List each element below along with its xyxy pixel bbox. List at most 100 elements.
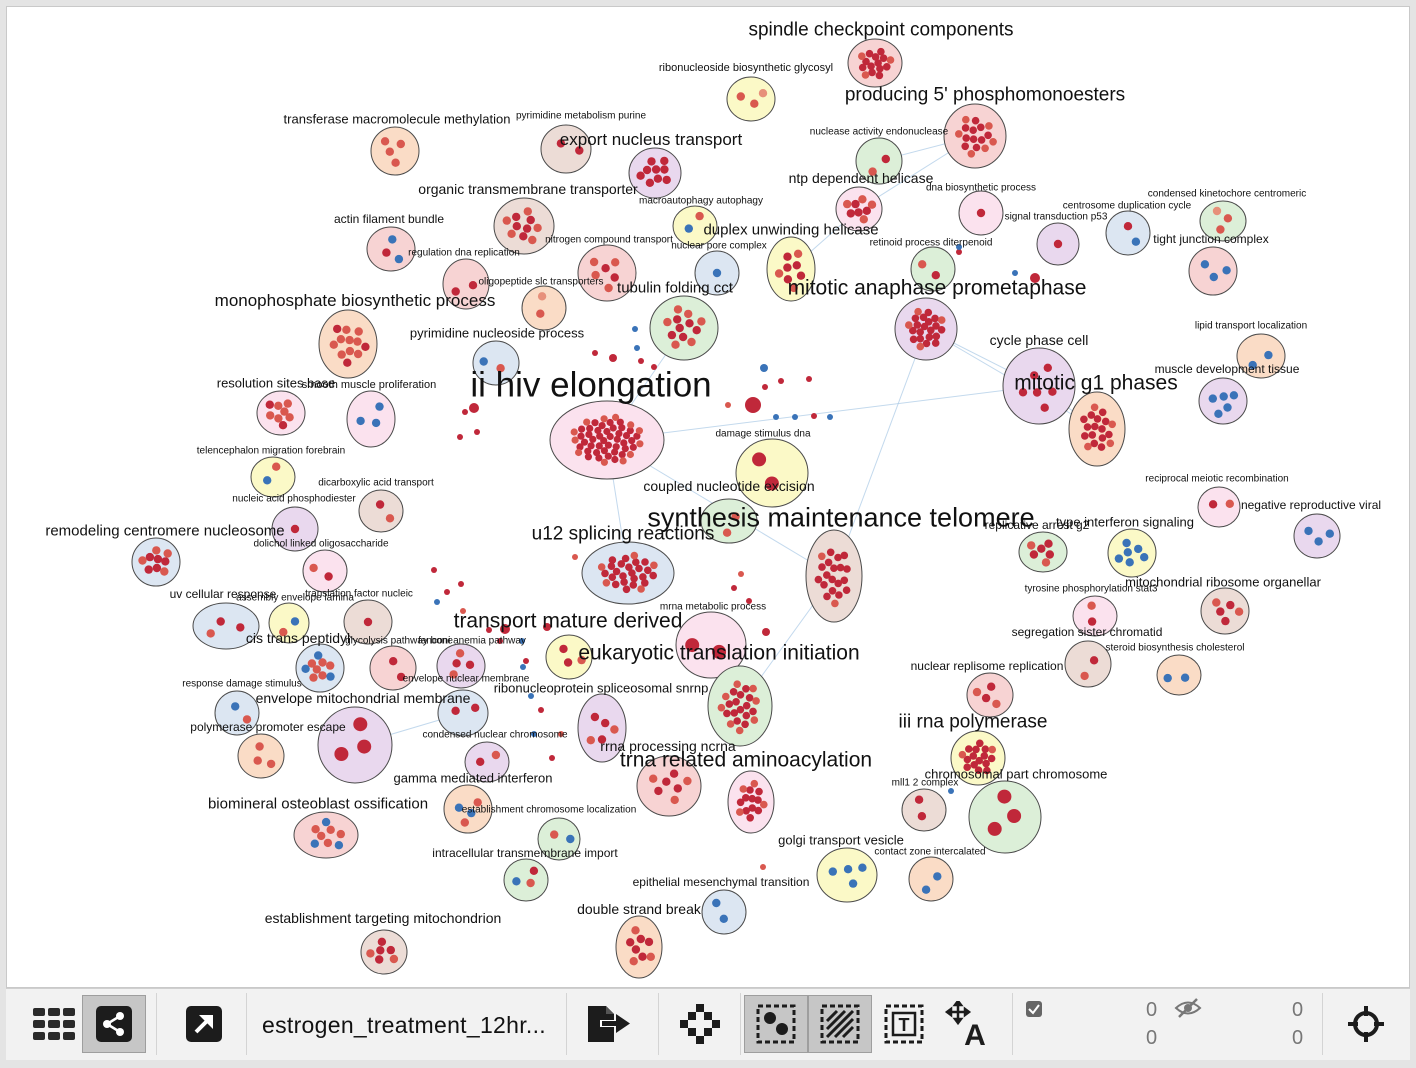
gene-node[interactable] (684, 224, 693, 233)
gene-node[interactable] (502, 216, 511, 225)
gene-node[interactable] (144, 565, 153, 574)
gene-node[interactable] (667, 330, 677, 340)
gene-node[interactable] (669, 769, 679, 778)
gene-node[interactable] (746, 786, 754, 794)
gene-node[interactable] (609, 424, 617, 432)
gene-node[interactable] (528, 693, 534, 699)
gene-node[interactable] (976, 739, 984, 748)
gene-node[interactable] (858, 863, 867, 872)
cluster-group[interactable] (894, 297, 958, 361)
gene-node[interactable] (961, 124, 970, 132)
cluster-bubble[interactable] (675, 611, 747, 679)
gene-node[interactable] (343, 358, 352, 367)
gene-node[interactable] (630, 551, 639, 560)
gene-node[interactable] (673, 305, 683, 314)
gene-node[interactable] (512, 212, 521, 222)
gene-node[interactable] (611, 258, 620, 267)
gene-node[interactable] (152, 563, 162, 573)
gene-node[interactable] (500, 624, 510, 634)
gene-node[interactable] (356, 416, 365, 426)
gene-node[interactable] (1030, 273, 1040, 283)
gene-node[interactable] (631, 945, 641, 954)
gene-node[interactable] (528, 235, 537, 245)
gene-node[interactable] (731, 585, 737, 591)
gene-node[interactable] (603, 427, 611, 436)
gene-node[interactable] (745, 694, 754, 702)
gene-node[interactable] (476, 757, 485, 766)
cluster-group[interactable] (545, 634, 593, 680)
gene-node[interactable] (342, 325, 351, 334)
gene-node[interactable] (965, 745, 973, 753)
gene-node[interactable] (758, 89, 768, 98)
gene-node[interactable] (591, 419, 599, 427)
gene-node[interactable] (858, 52, 866, 60)
gene-node[interactable] (622, 585, 631, 594)
gene-node[interactable] (326, 672, 335, 681)
cluster-group[interactable] (358, 489, 404, 533)
gene-node[interactable] (629, 581, 638, 589)
gene-node[interactable] (739, 785, 748, 793)
gene-node[interactable] (746, 814, 754, 822)
export-icon[interactable] (576, 995, 640, 1053)
gene-node[interactable] (1123, 222, 1133, 231)
gene-node[interactable] (602, 579, 611, 587)
gene-node[interactable] (1200, 260, 1210, 269)
gene-node[interactable] (431, 567, 437, 573)
cluster-bubble[interactable] (908, 856, 954, 902)
cluster-group[interactable] (237, 733, 285, 779)
gene-node[interactable] (1163, 673, 1172, 683)
gene-node[interactable] (695, 211, 704, 221)
cluster-group[interactable] (649, 295, 719, 361)
gene-node[interactable] (638, 952, 647, 961)
cluster-group[interactable] (1036, 222, 1080, 266)
cluster-bubble[interactable] (700, 498, 758, 544)
gene-node[interactable] (984, 131, 992, 140)
cluster-group[interactable] (1156, 654, 1202, 696)
gene-node[interactable] (792, 414, 798, 420)
gene-node[interactable] (312, 665, 321, 674)
cluster-bubble[interactable] (503, 858, 549, 902)
gene-node[interactable] (612, 443, 620, 451)
gene-node[interactable] (612, 413, 620, 421)
gene-node[interactable] (607, 562, 616, 570)
gene-node[interactable] (932, 332, 941, 341)
gene-node[interactable] (971, 116, 980, 125)
network-canvas[interactable]: spindle checkpoint components ribonucleos… (6, 6, 1410, 988)
gene-node[interactable] (467, 808, 476, 818)
gene-node[interactable] (318, 658, 327, 667)
cluster-bubble[interactable] (649, 295, 719, 361)
gene-node[interactable] (161, 557, 170, 566)
gene-node[interactable] (983, 766, 991, 775)
gene-node[interactable] (536, 309, 545, 318)
cluster-bubble[interactable] (537, 817, 581, 861)
cluster-group[interactable] (835, 186, 883, 232)
gene-node[interactable] (321, 817, 331, 827)
gene-node[interactable] (916, 334, 925, 343)
gene-node[interactable] (1226, 600, 1235, 610)
gene-node[interactable] (519, 232, 528, 241)
cluster-group[interactable] (855, 137, 903, 185)
cluster-group[interactable] (214, 690, 260, 736)
gene-node[interactable] (931, 271, 940, 280)
gene-node[interactable] (512, 877, 521, 886)
gene-node[interactable] (589, 435, 597, 443)
gene-node[interactable] (717, 703, 726, 712)
gene-node[interactable] (337, 350, 346, 359)
cluster-group[interactable] (293, 811, 359, 859)
gene-node[interactable] (323, 838, 333, 848)
cluster-group[interactable] (726, 76, 776, 122)
gene-node[interactable] (745, 397, 761, 413)
gene-node[interactable] (685, 638, 700, 653)
gene-node[interactable] (732, 698, 740, 706)
gene-node[interactable] (828, 867, 837, 876)
gene-node[interactable] (985, 122, 993, 130)
gene-node[interactable] (595, 454, 603, 462)
gene-node[interactable] (1105, 430, 1113, 439)
gene-node[interactable] (827, 414, 833, 420)
gene-node[interactable] (684, 309, 693, 319)
gene-node[interactable] (336, 335, 346, 344)
gene-node[interactable] (876, 64, 884, 73)
gene-node[interactable] (231, 702, 240, 711)
cluster-bubble[interactable] (521, 285, 567, 331)
cluster-group[interactable] (472, 340, 520, 386)
